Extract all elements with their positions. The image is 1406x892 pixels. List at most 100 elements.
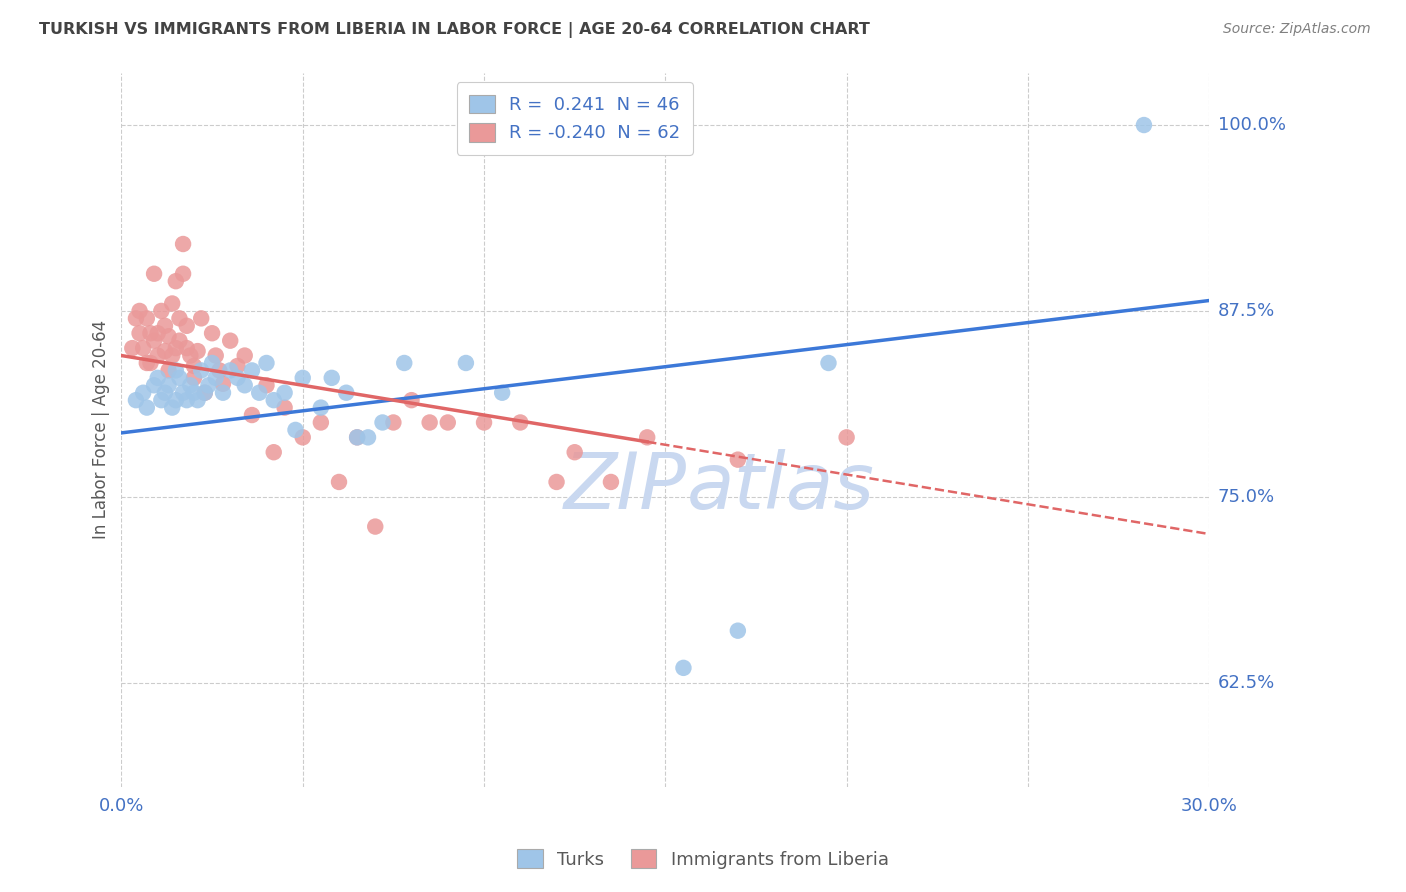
Point — [309, 401, 332, 415]
Point — [135, 401, 157, 415]
Text: 87.5%: 87.5% — [1218, 301, 1275, 320]
Point — [284, 423, 307, 437]
Point — [125, 393, 148, 408]
Text: TURKISH VS IMMIGRANTS FROM LIBERIA IN LABOR FORCE | AGE 20-64 CORRELATION CHART: TURKISH VS IMMIGRANTS FROM LIBERIA IN LA… — [39, 22, 870, 38]
Point — [143, 267, 166, 281]
Point — [169, 311, 191, 326]
Point — [835, 430, 858, 444]
Point — [183, 385, 205, 400]
Point — [256, 356, 278, 370]
Point — [135, 311, 157, 326]
Point — [472, 416, 495, 430]
Point — [176, 318, 198, 333]
Point — [176, 341, 198, 355]
Point — [157, 378, 180, 392]
Point — [436, 416, 458, 430]
Point — [132, 385, 155, 400]
Point — [394, 356, 416, 370]
Point — [309, 416, 332, 430]
Point — [291, 371, 314, 385]
Point — [328, 475, 350, 489]
Point — [128, 326, 150, 341]
Text: ZIP: ZIP — [564, 449, 688, 525]
Point — [157, 363, 180, 377]
Point — [190, 363, 212, 377]
Point — [256, 378, 278, 392]
Point — [172, 385, 194, 400]
Point — [176, 393, 198, 408]
Text: Source: ZipAtlas.com: Source: ZipAtlas.com — [1223, 22, 1371, 37]
Legend: Turks, Immigrants from Liberia: Turks, Immigrants from Liberia — [510, 842, 896, 876]
Point — [204, 371, 226, 385]
Point — [135, 356, 157, 370]
Legend: R =  0.241  N = 46, R = -0.240  N = 62: R = 0.241 N = 46, R = -0.240 N = 62 — [457, 82, 693, 155]
Point — [212, 385, 235, 400]
Point — [153, 318, 176, 333]
Point — [146, 349, 169, 363]
Point — [183, 371, 205, 385]
Point — [401, 393, 423, 408]
Point — [128, 304, 150, 318]
Point — [146, 326, 169, 341]
Point — [179, 349, 201, 363]
Point — [153, 344, 176, 359]
Point — [226, 371, 249, 385]
Point — [208, 363, 231, 377]
Point — [179, 378, 201, 392]
Point — [247, 385, 270, 400]
Point — [364, 519, 387, 533]
Point — [165, 274, 187, 288]
Text: 75.0%: 75.0% — [1218, 488, 1275, 506]
Point — [172, 237, 194, 252]
Point — [357, 430, 380, 444]
Point — [263, 445, 285, 459]
Point — [160, 296, 183, 310]
Point — [146, 371, 169, 385]
Point — [143, 378, 166, 392]
Point — [165, 363, 187, 377]
Point — [165, 341, 187, 355]
Point — [160, 349, 183, 363]
Point — [139, 356, 162, 370]
Point — [219, 334, 242, 348]
Point — [204, 349, 226, 363]
Point — [212, 376, 235, 391]
Point — [153, 385, 176, 400]
Point — [187, 344, 209, 359]
Point — [263, 393, 285, 408]
Text: 100.0%: 100.0% — [1218, 116, 1285, 134]
Text: 62.5%: 62.5% — [1218, 673, 1275, 691]
Point — [194, 385, 217, 400]
Point — [346, 430, 368, 444]
Point — [371, 416, 394, 430]
Point — [454, 356, 477, 370]
Point — [233, 378, 256, 392]
Point — [187, 393, 209, 408]
Point — [817, 356, 839, 370]
Point — [201, 326, 224, 341]
Point — [727, 624, 749, 638]
Point — [125, 311, 148, 326]
Point — [233, 349, 256, 363]
Point — [564, 445, 586, 459]
Point — [169, 334, 191, 348]
Point — [157, 329, 180, 343]
Point — [600, 475, 623, 489]
Point — [150, 393, 173, 408]
Y-axis label: In Labor Force | Age 20-64: In Labor Force | Age 20-64 — [93, 320, 110, 540]
Point — [165, 393, 187, 408]
Point — [197, 378, 219, 392]
Point — [240, 408, 263, 422]
Point — [291, 430, 314, 444]
Point — [546, 475, 568, 489]
Point — [226, 359, 249, 373]
Point — [190, 311, 212, 326]
Point — [273, 385, 295, 400]
Point — [143, 334, 166, 348]
Point — [240, 363, 263, 377]
Point — [419, 416, 441, 430]
Point — [491, 385, 513, 400]
Point — [139, 326, 162, 341]
Point — [636, 430, 658, 444]
Point — [201, 356, 224, 370]
